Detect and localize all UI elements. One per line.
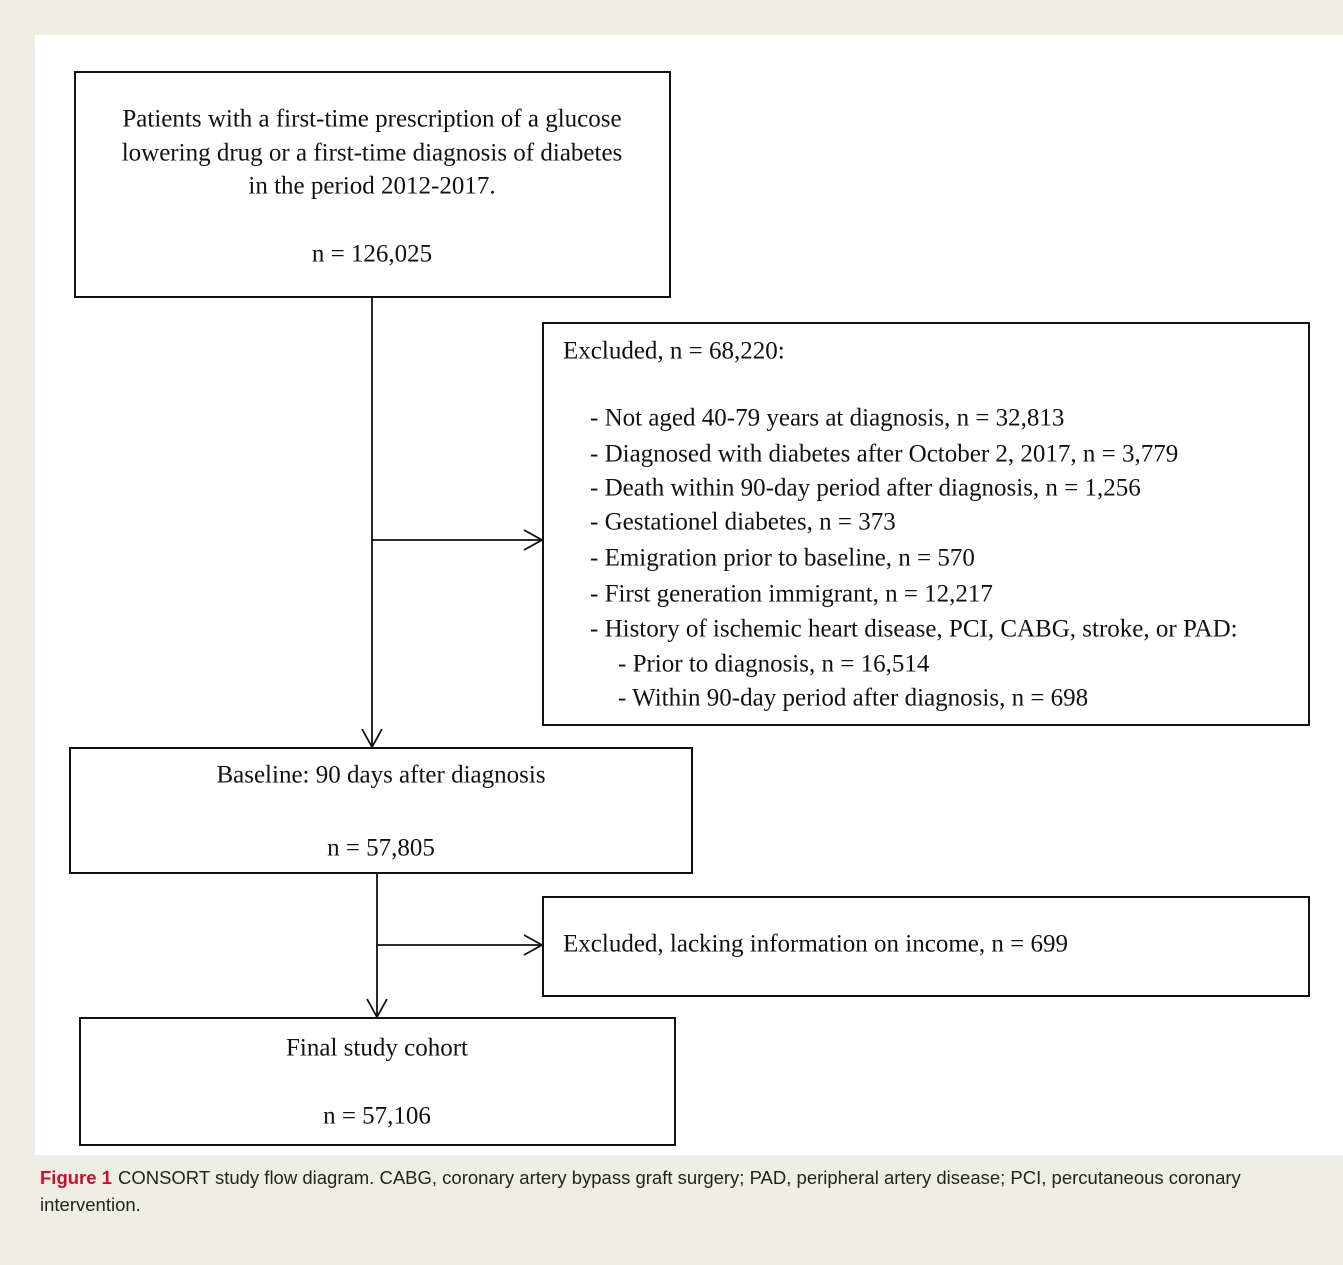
arrowhead [361,728,383,749]
arrowhead [523,934,544,956]
node-text: in the period 2012-2017. [248,173,495,200]
node-text: Final study cohort [286,1035,468,1062]
box [79,1017,676,1146]
node-text: Patients with a first-time prescription … [122,106,621,133]
box [74,71,671,298]
node-text: Baseline: 90 days after diagnosis [216,762,545,789]
exclusion-sub-item: - Prior to diagnosis, n = 16,514 [618,651,930,678]
exclusion-item: - History of ischemic heart disease, PCI… [590,616,1238,643]
exclusion-item: - Death within 90-day period after diagn… [590,475,1141,502]
caption: Figure 1 CONSORT study flow diagram. CABG… [40,1164,1310,1218]
box [542,322,1310,726]
arrowhead [523,529,544,551]
exclusion-item: - Gestationel diabetes, n = 373 [590,509,896,536]
exclusion-sub-item: - Within 90-day period after diagnosis, … [618,685,1088,712]
caption-text: CONSORT study flow diagram. CABG, corona… [40,1167,1241,1215]
caption-label: Figure 1 [40,1167,112,1188]
exclusion-item: - Diagnosed with diabetes after October … [590,441,1178,468]
exclusion-item: - Emigration prior to baseline, n = 570 [590,545,975,572]
exclusion-item: - Not aged 40-79 years at diagnosis, n =… [590,405,1064,432]
flow-diagram: Patients with a first-time prescription … [69,71,1310,1146]
exclusion-item: - First generation immigrant, n = 12,217 [590,581,993,608]
arrowhead [366,998,388,1019]
node-count: n = 126,025 [312,241,432,268]
box [69,747,693,874]
exclusion-title: Excluded, lacking information on income,… [563,931,1068,958]
exclusion-title: Excluded, n = 68,220: [563,338,785,365]
node-count: n = 57,805 [327,835,435,862]
node-text: lowering drug or a first-time diagnosis … [122,140,623,167]
box [542,896,1310,997]
node-count: n = 57,106 [323,1103,431,1130]
